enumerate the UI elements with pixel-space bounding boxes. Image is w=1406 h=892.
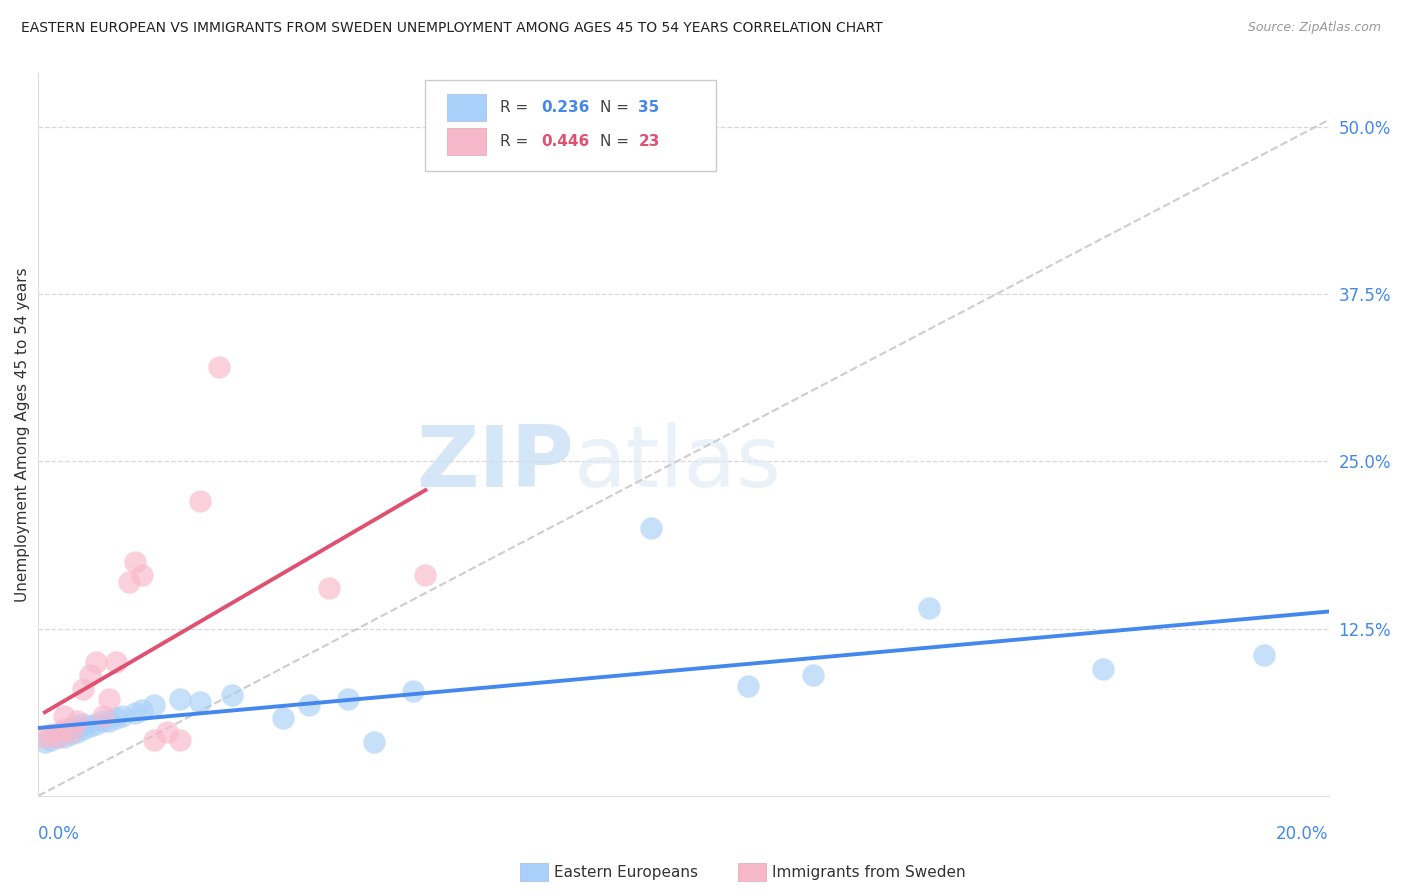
Text: R =: R = [501,100,533,115]
Point [917,601,939,615]
Point [156,724,179,739]
Point [46,730,69,744]
Point [91,714,114,728]
Point [34,735,56,749]
Point [59,727,82,741]
Text: N =: N = [599,134,634,149]
Point [39,732,62,747]
Text: 23: 23 [638,134,659,149]
Point [86,655,108,669]
Point [143,732,166,747]
Point [221,689,243,703]
Text: 0.446: 0.446 [541,134,589,149]
Point [318,582,340,596]
Point [131,703,153,717]
FancyBboxPatch shape [426,80,716,170]
FancyBboxPatch shape [447,94,486,121]
Point [46,730,69,744]
Text: 35: 35 [638,100,659,115]
Point [208,360,231,375]
Point [188,494,211,508]
Point [98,714,121,728]
Point [66,719,89,733]
Text: 20.0%: 20.0% [1277,825,1329,843]
Text: EASTERN EUROPEAN VS IMMIGRANTS FROM SWEDEN UNEMPLOYMENT AMONG AGES 45 TO 54 YEAR: EASTERN EUROPEAN VS IMMIGRANTS FROM SWED… [21,21,883,35]
Point [415,568,437,582]
Point [143,698,166,712]
Point [131,568,153,582]
Point [59,724,82,739]
Point [72,716,94,731]
Point [53,724,76,739]
Point [801,668,824,682]
Point [111,708,134,723]
Point [53,722,76,736]
Text: ZIP: ZIP [416,422,574,505]
Point [1091,662,1114,676]
Y-axis label: Unemployment Among Ages 45 to 54 years: Unemployment Among Ages 45 to 54 years [15,267,30,602]
Point [401,684,423,698]
Point [104,711,127,725]
Point [72,722,94,736]
FancyBboxPatch shape [447,128,486,155]
Point [34,730,56,744]
Point [640,521,662,535]
Text: Immigrants from Sweden: Immigrants from Sweden [772,865,966,880]
Text: N =: N = [599,100,634,115]
Point [118,574,141,589]
Point [124,706,146,720]
Point [363,735,385,749]
Point [46,727,69,741]
Point [188,695,211,709]
Point [53,708,76,723]
Point [72,681,94,696]
Point [86,716,108,731]
Point [98,692,121,706]
Point [1253,648,1275,663]
Text: Eastern Europeans: Eastern Europeans [554,865,697,880]
Point [39,727,62,741]
Point [273,711,295,725]
Point [169,692,191,706]
Point [53,730,76,744]
Point [79,668,101,682]
Text: atlas: atlas [574,422,782,505]
Point [337,692,360,706]
Point [298,698,321,712]
Point [59,722,82,736]
Point [169,732,191,747]
Point [737,679,759,693]
Point [66,724,89,739]
Point [91,708,114,723]
Point [66,714,89,728]
Point [124,555,146,569]
Text: 0.236: 0.236 [541,100,591,115]
Text: R =: R = [501,134,533,149]
Point [79,719,101,733]
Text: Source: ZipAtlas.com: Source: ZipAtlas.com [1247,21,1381,34]
Text: 0.0%: 0.0% [38,825,80,843]
Point [104,655,127,669]
